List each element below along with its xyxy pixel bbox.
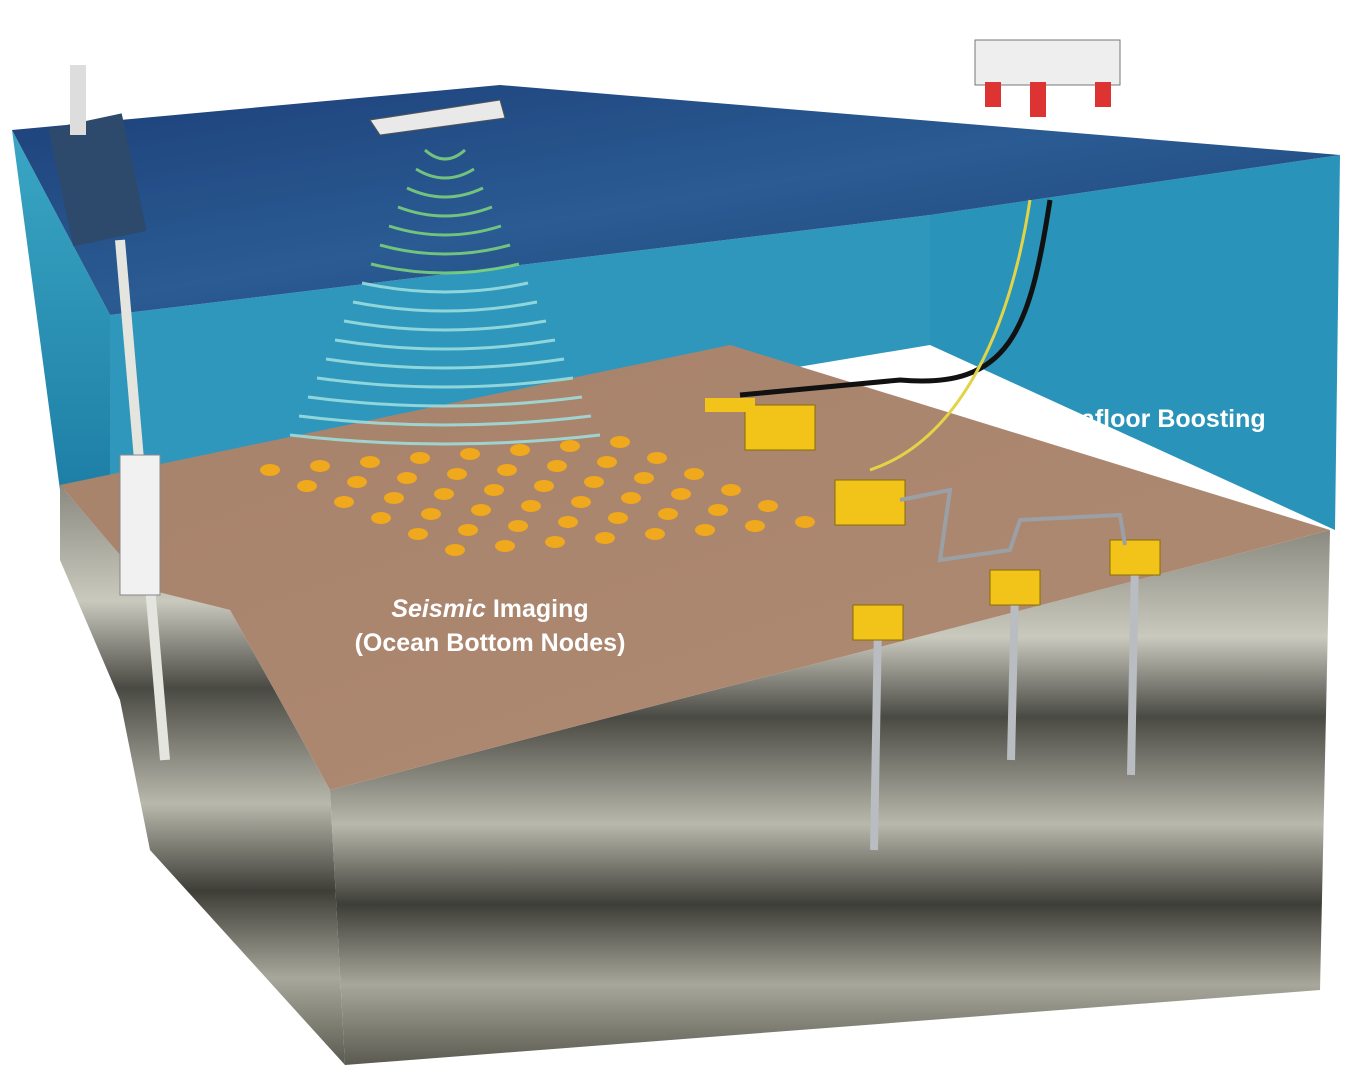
ocean-bottom-node [471,504,491,516]
ocean-bottom-node [595,532,615,544]
ocean-bottom-node [721,484,741,496]
ocean-bottom-node [558,516,578,528]
ocean-bottom-node [460,448,480,460]
seabed [60,345,1330,790]
rock-front [330,530,1330,1065]
water-right [930,155,1340,530]
ocean-bottom-node [560,440,580,452]
ocean-bottom-node [695,524,715,536]
ocean-bottom-node [397,472,417,484]
well-casing [1007,589,1019,761]
ocean-bottom-node [458,524,478,536]
seismic-wave [334,338,556,351]
ocean-bottom-node [608,512,628,524]
ocean-bottom-node [708,504,728,516]
ocean-bottom-node [334,496,354,508]
ocean-bottom-node [484,484,504,496]
ocean-bottom-node [410,452,430,464]
ocean-bottom-node [360,456,380,468]
platform-leg [1095,82,1111,107]
well-casing [870,624,882,851]
sea-surface [12,85,1340,315]
ocean-bottom-node [634,472,654,484]
manifold [705,398,755,412]
survey-vessel [369,99,506,136]
seismic-wave [406,186,484,199]
flowline [739,199,1053,398]
jumper [899,487,1127,563]
seismic-wave [289,433,601,446]
ocean-bottom-node [534,480,554,492]
seismic-wave [370,262,520,275]
ocean-bottom-node [758,500,778,512]
boosting-module [744,404,816,451]
seismic-wave [361,281,529,294]
ocean-bottom-node [310,460,330,472]
wellhead [1109,539,1161,576]
ocean-bottom-node [671,488,691,500]
wellhead [852,604,904,641]
seismic-wave [352,300,538,313]
ocean-bottom-node [421,508,441,520]
water-back [60,215,930,490]
boosting-label: Seafloor Boosting [1050,405,1265,433]
ocean-bottom-node [597,456,617,468]
ocean-bottom-node [297,480,317,492]
ocean-bottom-node [658,508,678,520]
ocean-bottom-node [647,452,667,464]
seismic-wave [379,243,511,256]
seismic-emphasis: Seismic [391,595,486,623]
seismic-wave [423,148,467,161]
seismic-wave [397,205,493,218]
bop-stack [119,454,161,596]
ocean-bottom-node [621,492,641,504]
ocean-bottom-node [795,516,815,528]
ocean-bottom-node [521,500,541,512]
seismic-wave [343,319,547,332]
seismic-wave [316,376,574,389]
ocean-bottom-node [547,460,567,472]
platform-leg [1030,82,1046,117]
seismic-wave [298,414,592,427]
ocean-bottom-node [545,536,565,548]
ocean-bottom-node [510,444,530,456]
ocean-bottom-node [497,464,517,476]
ocean-bottom-node [371,512,391,524]
ocean-bottom-node [745,520,765,532]
boosting-module [834,479,906,526]
ocean-bottom-node [384,492,404,504]
ocean-bottom-node [684,468,704,480]
seismic-wave [307,395,583,408]
ocean-bottom-node [495,540,515,552]
nodes-label: (Ocean Bottom Nodes) [355,629,626,657]
seismic-label: Seismic Imaging [391,595,588,623]
seismic-rest: Imaging [493,595,589,623]
seismic-wave [325,357,565,370]
derrick [70,65,86,135]
water-left [12,130,110,490]
drill-ship [48,113,147,247]
seismic-wave [388,224,502,237]
ocean-bottom-node [571,496,591,508]
rock-side [60,485,345,1065]
ocean-bottom-node [347,476,367,488]
umbilical [869,199,1032,472]
seismic-wave [415,167,475,180]
ocean-bottom-node [645,528,665,540]
platform [974,39,1121,86]
ocean-bottom-node [408,528,428,540]
wellhead [989,569,1041,606]
ocean-bottom-node [445,544,465,556]
ocean-bottom-node [610,436,630,448]
ocean-bottom-node [260,464,280,476]
ocean-bottom-node [584,476,604,488]
ocean-bottom-node [447,468,467,480]
platform-leg [985,82,1001,107]
ocean-bottom-node [434,488,454,500]
ocean-bottom-node [508,520,528,532]
well-casing [1127,559,1139,776]
